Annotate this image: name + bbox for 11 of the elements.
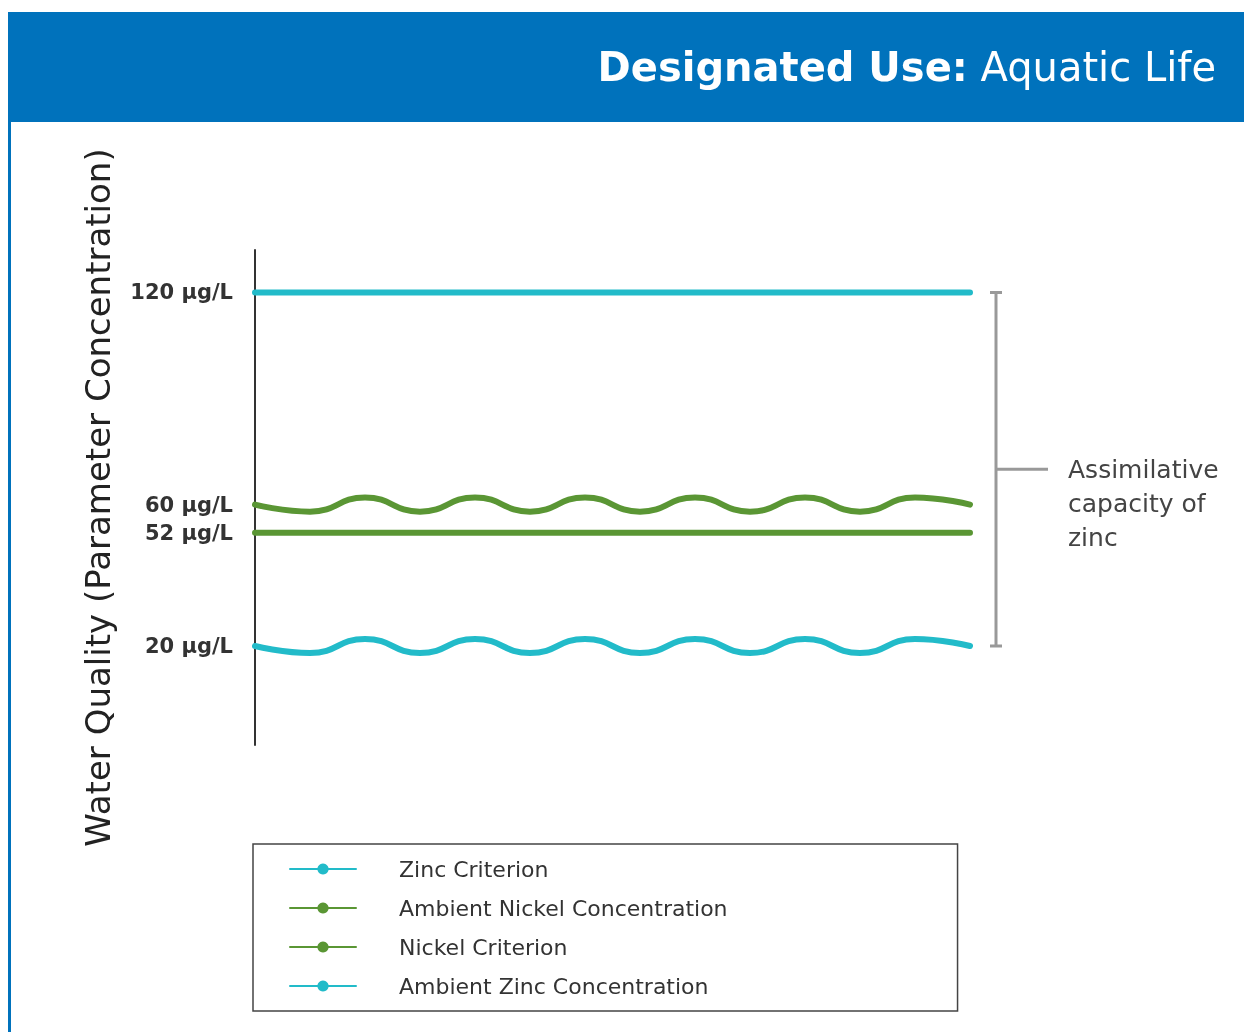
y-tick-label: 20 µg/L xyxy=(144,634,233,658)
y-tick-label: 52 µg/L xyxy=(144,520,233,545)
y-tick-label: 120 µg/L xyxy=(130,280,233,305)
y-tick-label: 60 µg/L xyxy=(144,492,233,517)
legend-label: Zinc Criterion xyxy=(399,856,549,882)
text: Assimilative capacity of zinc xyxy=(1068,454,1227,552)
chart-title: Designated Use: Aquatic Life xyxy=(8,12,1244,122)
y-axis-title: Water Quality (Parameter Concentration) xyxy=(78,148,118,847)
legend-label: Ambient Zinc Concentration xyxy=(399,973,709,999)
legend-label: Nickel Criterion xyxy=(399,934,568,960)
legend-label: Ambient Nickel Concentration xyxy=(399,895,728,921)
